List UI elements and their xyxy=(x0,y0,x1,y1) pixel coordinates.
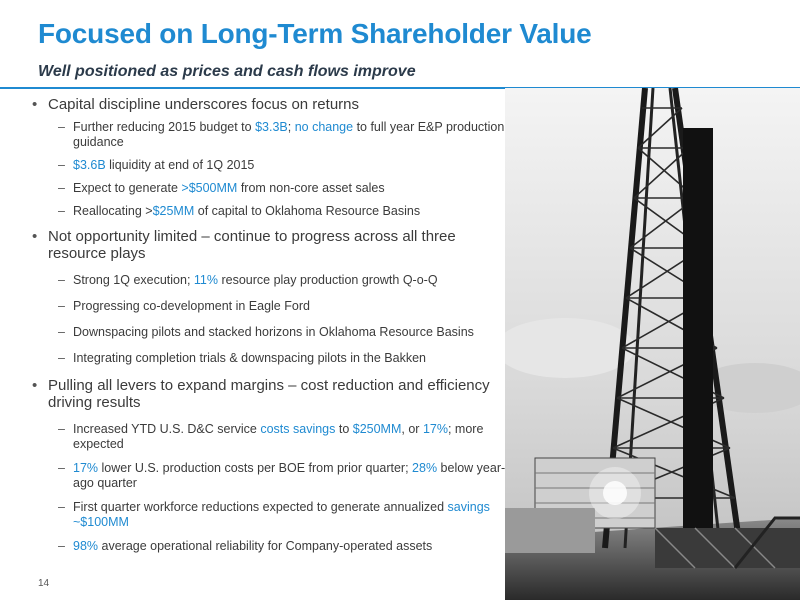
sub-bullet-3-3: First quarter workforce reductions expec… xyxy=(28,500,506,530)
highlighted-figure: 98% xyxy=(73,539,99,553)
bullet-text: Expect to generate xyxy=(73,181,182,195)
bullet-1: Capital discipline underscores focus on … xyxy=(28,96,506,113)
bullet-text: Progressing co-development in Eagle Ford xyxy=(73,299,310,313)
highlighted-figure: 28% xyxy=(412,461,438,475)
sub-bullet-1-2: $3.6B liquidity at end of 1Q 2015 xyxy=(28,158,506,173)
bullet-text: Strong 1Q execution; xyxy=(73,273,194,287)
bullet-text: below year-ago quarter xyxy=(73,461,506,490)
bullet-text: liquidity at end of 1Q 2015 xyxy=(105,158,255,172)
bullet-text: , or xyxy=(401,422,423,436)
bullet-text: to xyxy=(335,422,353,436)
sub-bullet-2-4: Integrating completion trials & downspac… xyxy=(28,351,506,366)
bullet-text: average operational reliability for Comp… xyxy=(98,539,433,553)
highlighted-figure: costs savings xyxy=(260,422,336,436)
bullet-text: ; xyxy=(287,120,295,134)
highlighted-figure: 17% xyxy=(73,461,99,475)
sub-bullet-3-2: 17% lower U.S. production costs per BOE … xyxy=(28,461,506,491)
bullet-2: Not opportunity limited – continue to pr… xyxy=(28,228,506,262)
bullet-text: Downspacing pilots and stacked horizons … xyxy=(73,325,474,339)
bullet-text: Reallocating > xyxy=(73,204,153,218)
bullet-text: of capital to Oklahoma Resource Basins xyxy=(194,204,421,218)
bullet-text: lower U.S. production costs per BOE from… xyxy=(98,461,413,475)
slide-subtitle: Well positioned as prices and cash flows… xyxy=(38,63,416,80)
bullet-text: to full year E&P production guidance xyxy=(73,120,505,149)
sub-bullet-2-2: Progressing co-development in Eagle Ford xyxy=(28,299,506,314)
sub-bullet-1-1: Further reducing 2015 budget to $3.3B; n… xyxy=(28,120,506,150)
highlighted-figure: >$500MM xyxy=(181,181,238,195)
sub-bullet-3-1: Increased YTD U.S. D&C service costs sav… xyxy=(28,422,506,452)
bullet-3: Pulling all levers to expand margins – c… xyxy=(28,377,506,411)
highlighted-figure: no change xyxy=(294,120,354,134)
highlighted-figure: 17% xyxy=(422,422,448,436)
highlighted-figure: $3.6B xyxy=(73,158,106,172)
highlighted-figure: 11% xyxy=(193,273,218,287)
sub-bullet-1-3: Expect to generate >$500MM from non-core… xyxy=(28,181,506,196)
highlighted-figure: $3.3B xyxy=(255,120,288,134)
bullet-text: Further reducing 2015 budget to xyxy=(73,120,256,134)
highlighted-figure: $250MM xyxy=(352,422,402,436)
bullet-text: ; more expected xyxy=(73,422,484,451)
drilling-rig-photo xyxy=(505,88,800,600)
bullet-list: Capital discipline underscores focus on … xyxy=(28,96,506,554)
highlighted-figure: $25MM xyxy=(152,204,195,218)
title-divider xyxy=(0,87,800,89)
highlighted-figure: savings ~$100MM xyxy=(73,500,490,529)
bullet-text: Increased YTD U.S. D&C service xyxy=(73,422,261,436)
sub-bullet-3-4: 98% average operational reliability for … xyxy=(28,539,506,554)
sub-bullet-2-3: Downspacing pilots and stacked horizons … xyxy=(28,325,506,340)
slide-title: Focused on Long-Term Shareholder Value xyxy=(38,18,592,49)
bullet-text: Integrating completion trials & downspac… xyxy=(73,351,426,365)
bullet-text: resource play production growth Q-o-Q xyxy=(218,273,438,287)
bullet-text: First quarter workforce reductions expec… xyxy=(73,500,448,514)
sub-bullet-2-1: Strong 1Q execution; 11% resource play p… xyxy=(28,273,506,288)
page-number: 14 xyxy=(38,578,50,589)
sub-bullet-1-4: Reallocating >$25MM of capital to Oklaho… xyxy=(28,204,506,219)
bullet-text: from non-core asset sales xyxy=(237,181,385,195)
